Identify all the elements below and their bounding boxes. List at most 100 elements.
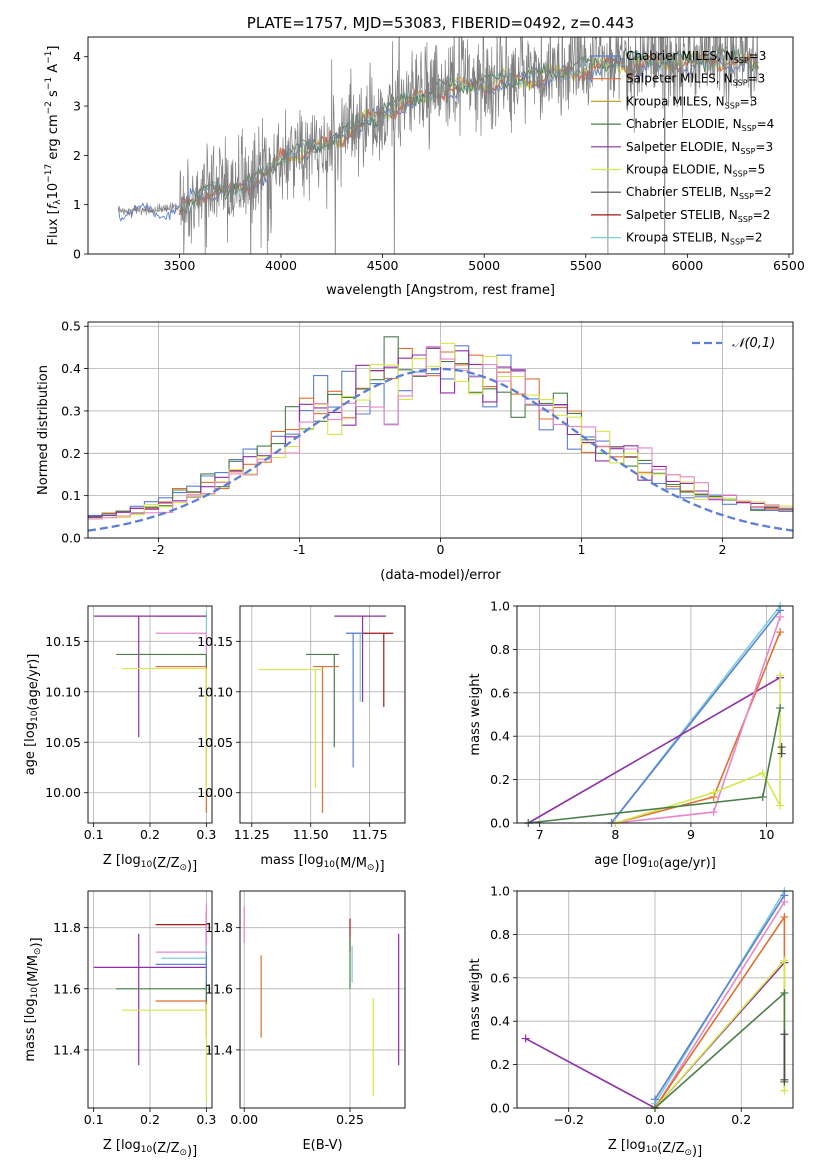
y-axis-label-part: ] bbox=[46, 46, 61, 51]
series-line bbox=[654, 901, 786, 1109]
mass-vs-ebv-axes: 0.00 0.25 11.4 11.6 11.8 bbox=[205, 891, 405, 1127]
y-tick-label: 11.8 bbox=[53, 920, 81, 935]
histogram-series bbox=[88, 347, 793, 517]
label-part: log bbox=[121, 1138, 141, 1153]
legend-label-sub: SSP bbox=[738, 215, 753, 224]
x-axis-label: (data-model)/error bbox=[380, 568, 501, 583]
y-tick-label: 0.5 bbox=[61, 319, 81, 334]
y-axis-label-part: −2 bbox=[44, 101, 54, 114]
label-part: log bbox=[626, 1138, 646, 1153]
legend-label: Chabrier MILES, NSSP=3 bbox=[626, 49, 766, 65]
legend-label-text: Chabrier MILES, N bbox=[626, 49, 734, 63]
y-tick-label: 1 bbox=[73, 197, 81, 212]
legend-label-text: Chabrier STELIB, N bbox=[626, 185, 739, 199]
legend-label-val: =2 bbox=[753, 208, 771, 222]
x-tick-label: 0.2 bbox=[140, 1112, 160, 1127]
weight-vs-z-frame bbox=[516, 890, 794, 1109]
errorbar-point bbox=[334, 615, 387, 702]
legend-label: Salpeter MILES, NSSP=3 bbox=[626, 72, 765, 88]
x-axis-label: Z [log10(Z/Z⊙)] bbox=[608, 1138, 702, 1159]
mass-vs-z-frame bbox=[87, 890, 213, 1109]
y-tick-label: 11.4 bbox=[53, 1042, 81, 1057]
x-tick-label: 0.3 bbox=[196, 1112, 216, 1127]
legend-label: Chabrier STELIB, NSSP=2 bbox=[626, 185, 772, 201]
x-tick-label: 6000 bbox=[671, 258, 703, 273]
y-tick-label: 0.2 bbox=[61, 446, 81, 461]
label-sub: 10 bbox=[646, 1145, 658, 1155]
weight-vs-z-axes: −0.2 0.0 0.2 0.0 0.2 0.4 0.6 0.8 1.0 bbox=[490, 884, 793, 1127]
x-axis-label: E(B-V) bbox=[302, 1138, 342, 1153]
y-tick-label: 10.15 bbox=[197, 634, 233, 649]
y-axis-label-part: s bbox=[46, 90, 61, 101]
y-tick-label: 0.1 bbox=[61, 488, 81, 503]
series-marker bbox=[780, 1086, 789, 1095]
x-tick-label: 5500 bbox=[570, 258, 602, 273]
errorbar-point bbox=[155, 1000, 207, 1038]
x-tick-label: 3500 bbox=[164, 258, 196, 273]
weight-vs-age-axes: 7 8 9 10 0.0 0.2 0.4 0.6 0.8 1.0 bbox=[490, 599, 793, 842]
y-tick-label: 10.10 bbox=[197, 684, 233, 699]
series-marker bbox=[776, 671, 785, 680]
errorbar-point bbox=[313, 665, 339, 813]
legend-label-sub: SSP bbox=[739, 192, 754, 201]
errorbar-point bbox=[121, 667, 207, 793]
label-sub: 10 bbox=[647, 860, 659, 870]
label-sub: 10 bbox=[324, 860, 336, 870]
y-tick-label: 3 bbox=[73, 99, 81, 114]
errorbar-point bbox=[121, 1004, 207, 1102]
x-axis-label: Z [log10(Z/Z⊙)] bbox=[103, 1138, 197, 1159]
y-tick-label: 11.4 bbox=[205, 1042, 233, 1057]
label-part: )] bbox=[692, 1144, 702, 1159]
y-tick-label: 11.6 bbox=[205, 981, 233, 996]
label-part: Z [ bbox=[103, 853, 121, 868]
label-part: log bbox=[628, 853, 648, 868]
normal-curve bbox=[88, 367, 793, 532]
label-sub: ⊙ bbox=[179, 1148, 187, 1158]
series-marker bbox=[776, 612, 785, 621]
label-part: mass [ bbox=[260, 853, 303, 868]
x-tick-label: 9 bbox=[687, 827, 695, 842]
legend-label-val: =3 bbox=[748, 72, 766, 86]
x-tick-label: 7 bbox=[536, 827, 544, 842]
x-tick-label: 11.50 bbox=[293, 827, 329, 842]
label-part: Z [ bbox=[103, 1138, 121, 1153]
y-tick-label: 0.6 bbox=[490, 685, 510, 700]
label-sub: 10 bbox=[141, 1145, 153, 1155]
legend-label-text: Kroupa ELODIE, N bbox=[626, 163, 733, 177]
series-marker bbox=[780, 956, 789, 965]
residuals-axes: -2 -1 0 1 2 0.0 0.1 0.2 0.3 0.4 0.5 bbox=[61, 319, 793, 557]
series-line bbox=[654, 914, 786, 1109]
label-part: mass [ bbox=[23, 1018, 38, 1061]
legend-label-text: Kroupa STELIB, N bbox=[626, 231, 730, 245]
observed-spectrum-line bbox=[118, 37, 759, 254]
x-tick-label: 1 bbox=[578, 542, 586, 557]
x-axis-label: age [log10(age/yr)] bbox=[594, 853, 716, 871]
series-marker bbox=[780, 1075, 789, 1084]
x-tick-label: 10 bbox=[759, 827, 775, 842]
legend-label-val: =3 bbox=[749, 49, 767, 63]
x-tick-label: 0.2 bbox=[140, 827, 160, 842]
label-part: )] bbox=[187, 859, 197, 874]
legend-label-sub: SSP bbox=[742, 124, 757, 133]
x-tick-label: 0.00 bbox=[230, 1112, 258, 1127]
y-tick-label: 0.4 bbox=[490, 1014, 510, 1029]
label-sub: ⊙ bbox=[33, 948, 43, 956]
weight-vs-age-frame bbox=[516, 605, 794, 824]
errorbar-point bbox=[346, 632, 363, 768]
x-tick-label: 2 bbox=[719, 542, 727, 557]
spectrum-axes: 3500 4000 4500 5000 5500 6000 6500 0 1 2 3 4 bbox=[73, 37, 805, 273]
series-line bbox=[654, 894, 786, 1100]
label-part: (age/yr)] bbox=[659, 856, 716, 871]
residuals-frame bbox=[87, 321, 794, 539]
series-line bbox=[654, 991, 786, 1109]
x-tick-label: 11.25 bbox=[234, 827, 270, 842]
mass-vs-z-axes: 0.1 0.2 0.3 11.4 11.6 11.8 bbox=[53, 891, 216, 1127]
legend-label-text: Salpeter MILES, N bbox=[626, 72, 733, 86]
legend-label-sub: SSP bbox=[733, 79, 748, 88]
label-part: )] bbox=[187, 1144, 197, 1159]
y-axis-label-part: −17 bbox=[44, 164, 54, 183]
x-tick-label: 0.0 bbox=[645, 1112, 665, 1127]
y-tick-label: 0.6 bbox=[490, 970, 510, 985]
age-vs-mass-axes: 11.25 11.50 11.75 10.00 10.05 10.10 10.15 bbox=[197, 606, 405, 842]
